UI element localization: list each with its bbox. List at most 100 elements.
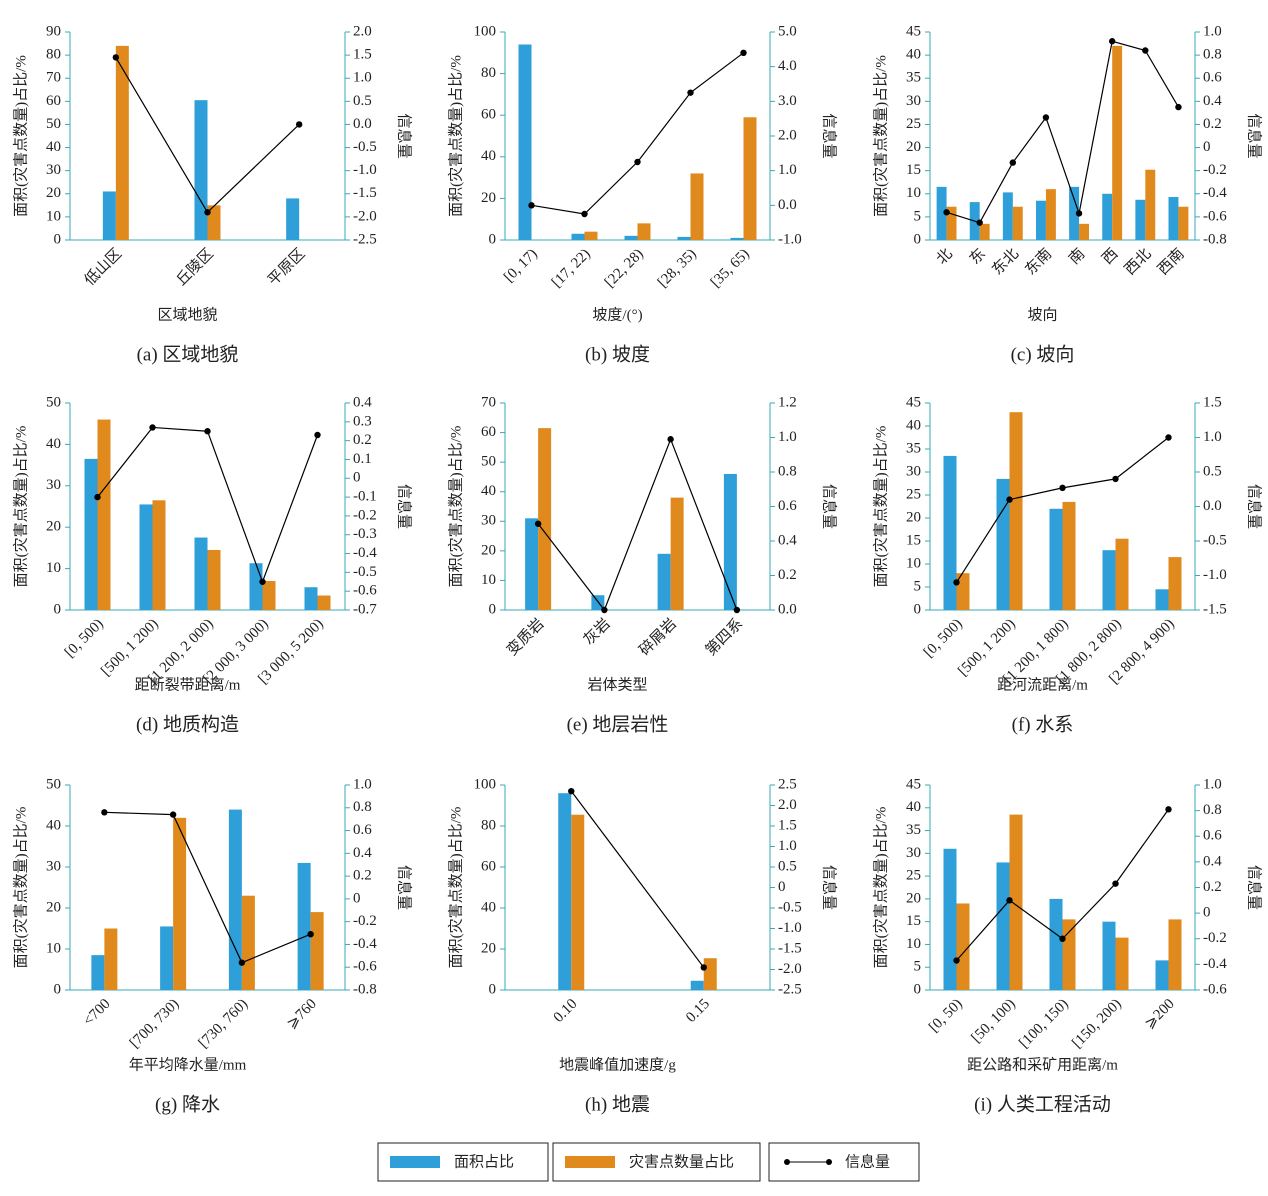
info-point	[700, 964, 707, 971]
bar	[173, 817, 187, 990]
info-point	[94, 493, 101, 501]
bar	[262, 581, 276, 610]
subplot: 0 20 40 60 80 100 -2.5 -2.0 -1.5 -1.0 -0.5 0 0.5 1.0 1…	[447, 776, 837, 1115]
y2-tick-label: 1.0	[1203, 429, 1222, 445]
subplot: 0 10 20 30 40 50 -0.8 -0.6 -0.4 -0.2 0 0.2 0.4 0.6 0.8…	[12, 776, 412, 1115]
legend: 面积占比 灾害点数量占比 信息量	[377, 1142, 920, 1182]
x-tick-label: [22, 28)	[602, 246, 647, 291]
info-point	[634, 158, 641, 166]
y2-axis-label: 信息量	[396, 865, 413, 910]
x-axis-label: 年平均降水量/mm	[129, 1056, 247, 1073]
y-tick-label: 30	[46, 858, 61, 874]
y-tick-label: 45	[906, 394, 921, 410]
y-tick-label: 50	[46, 394, 61, 410]
info-line	[104, 811, 311, 964]
y-tick-label: 15	[906, 162, 921, 178]
y2-tick-label: 0.2	[353, 432, 372, 448]
bar	[1145, 169, 1156, 240]
y-tick-label: 10	[906, 936, 921, 952]
bar	[241, 895, 255, 990]
y2-tick-label: 2.0	[778, 127, 797, 143]
bar	[1102, 550, 1116, 610]
y2-tick-label: 0.4	[1203, 93, 1222, 109]
info-point	[601, 606, 608, 614]
x-tick-label: 0.15	[683, 996, 713, 1026]
y-tick-label: 0	[54, 981, 62, 997]
bar	[91, 955, 105, 990]
y2-axis-label: 信息量	[1246, 865, 1263, 910]
bar	[304, 587, 318, 610]
y-tick-label: 10	[46, 940, 61, 956]
y2-tick-label: 0.0	[778, 601, 797, 617]
y2-tick-label: 0.3	[353, 413, 372, 429]
bar	[1155, 960, 1169, 990]
y2-tick-label: 0.0	[778, 197, 797, 213]
y-tick-label: 0	[54, 601, 62, 617]
y-tick-label: 40	[46, 436, 61, 452]
x-tick-label: ⩾200	[1142, 996, 1178, 1032]
y-tick-label: 20	[46, 185, 61, 201]
y2-tick-label: 1.0	[778, 429, 797, 445]
bar	[1009, 814, 1023, 990]
subplot: 0 10 20 30 40 50 60 70 80 90 -2.5 -2.0 -1.5 -1.0 -0.5 0…	[12, 23, 412, 365]
bar	[1168, 557, 1182, 610]
info-point	[667, 436, 674, 443]
y2-tick-label: -0.5	[353, 139, 377, 155]
y2-tick-label: 1.0	[778, 162, 797, 178]
y-tick-label: 20	[481, 190, 496, 206]
bar	[1069, 186, 1080, 240]
bar	[228, 809, 242, 990]
info-line	[537, 437, 738, 612]
info-point	[1059, 484, 1066, 492]
y-tick-label: 50	[46, 116, 61, 132]
bar	[1012, 206, 1023, 240]
y2-tick-label: -0.6	[353, 959, 377, 975]
y2-tick-label: 2.5	[778, 776, 797, 792]
y2-tick-label: -0.4	[1203, 185, 1227, 201]
bar	[194, 100, 208, 240]
x-tick-label: 西南	[1154, 245, 1187, 278]
y-tick-label: 80	[46, 47, 61, 63]
y2-tick-label: 0.4	[353, 394, 372, 410]
y2-tick-label: 1.5	[1203, 394, 1222, 410]
y2-axis-label: 信息量	[1246, 484, 1263, 529]
bar	[160, 926, 174, 990]
bar	[1112, 45, 1123, 240]
y-axis-label: 面积(灾害点数量)占比/%	[447, 55, 464, 217]
info-point	[307, 930, 314, 938]
y2-tick-label: -1.5	[1203, 601, 1227, 617]
y-tick-label: 10	[481, 572, 496, 588]
y-tick-label: 0	[489, 981, 497, 997]
y2-tick-label: 0.4	[778, 532, 797, 548]
y2-tick-label: 5.0	[778, 23, 797, 39]
y-tick-label: 0	[489, 231, 497, 247]
y2-tick-label: -0.3	[353, 526, 377, 542]
y-tick-label: 25	[906, 116, 921, 132]
bar	[723, 473, 737, 610]
x-tick-label: <700	[80, 996, 113, 1029]
y2-tick-label: -0.6	[1203, 208, 1227, 224]
y2-tick-label: -0.1	[353, 489, 377, 505]
bar	[956, 573, 970, 610]
y-tick-label: 5	[914, 959, 922, 975]
y2-tick-label: -0.5	[1203, 532, 1227, 548]
bar	[1102, 193, 1113, 240]
bar	[743, 117, 757, 240]
bar	[1036, 200, 1046, 240]
info-point	[953, 579, 960, 586]
y-tick-label: 35	[906, 70, 921, 86]
x-tick-label: [0, 50)	[926, 996, 966, 1036]
y2-tick-label: -0.8	[1203, 231, 1227, 247]
x-tick-label: 低山区	[81, 245, 125, 289]
y2-tick-label: 0	[1203, 905, 1211, 921]
y-tick-label: 30	[46, 477, 61, 493]
bar	[943, 848, 957, 990]
y2-tick-label: 0.0	[353, 116, 372, 132]
bar	[139, 504, 153, 610]
y2-tick-label: -2.0	[353, 208, 377, 224]
y2-tick-label: 0.6	[1203, 828, 1222, 844]
y-tick-label: 15	[906, 913, 921, 929]
y2-tick-label: -0.2	[353, 507, 377, 523]
info-point	[1142, 47, 1149, 54]
y2-tick-label: -2.5	[353, 231, 377, 247]
